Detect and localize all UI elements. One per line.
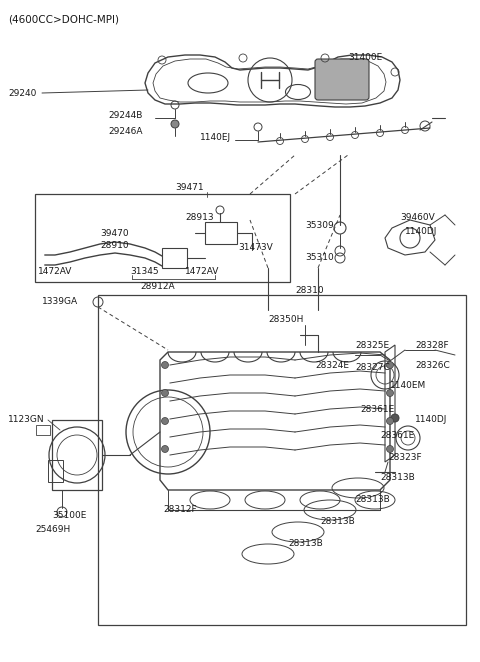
Bar (205, 222, 237, 244)
Circle shape (391, 414, 399, 422)
Text: 1140EM: 1140EM (390, 381, 426, 389)
Text: 28328F: 28328F (415, 340, 449, 350)
Text: 39471: 39471 (175, 183, 204, 192)
Circle shape (161, 389, 168, 397)
Text: 1472AV: 1472AV (38, 267, 72, 277)
Bar (35, 194, 290, 282)
FancyBboxPatch shape (315, 59, 369, 100)
Text: 28326C: 28326C (415, 361, 450, 369)
Text: 29240: 29240 (8, 89, 36, 97)
Bar (162, 248, 187, 268)
Circle shape (161, 361, 168, 369)
Circle shape (386, 446, 394, 453)
Text: 28912A: 28912A (140, 282, 175, 291)
Text: 1140DJ: 1140DJ (405, 228, 437, 236)
Text: 28325E: 28325E (355, 340, 389, 350)
Text: 1472AV: 1472AV (185, 267, 219, 277)
Text: 1123GN: 1123GN (8, 416, 45, 424)
Circle shape (161, 446, 168, 453)
Text: 28324E: 28324E (315, 361, 349, 369)
Text: 28913: 28913 (185, 214, 214, 222)
Circle shape (386, 361, 394, 369)
Text: 39460V: 39460V (400, 214, 435, 222)
Text: 35309: 35309 (305, 220, 334, 230)
Text: (4600CC>DOHC-MPI): (4600CC>DOHC-MPI) (8, 14, 119, 24)
Circle shape (161, 418, 168, 424)
Text: 28910: 28910 (100, 242, 129, 250)
Bar (36, 425, 50, 435)
Circle shape (386, 418, 394, 424)
Text: 39470: 39470 (100, 228, 129, 238)
Text: 28313B: 28313B (288, 540, 323, 549)
Text: 28350H: 28350H (268, 316, 303, 324)
Text: 1140EJ: 1140EJ (200, 134, 231, 142)
Text: 28361E: 28361E (360, 406, 394, 414)
Text: 29246A: 29246A (108, 128, 143, 136)
Text: 28310: 28310 (295, 286, 324, 295)
Circle shape (386, 389, 394, 397)
Text: 28323F: 28323F (388, 453, 421, 463)
Text: 31400E: 31400E (348, 54, 382, 62)
Text: 1140DJ: 1140DJ (415, 416, 447, 424)
Bar (98, 295, 466, 625)
Text: 28361E: 28361E (380, 430, 414, 440)
Text: 31345: 31345 (130, 267, 158, 277)
Text: 28313B: 28313B (380, 473, 415, 483)
Text: 28313B: 28313B (355, 495, 390, 504)
Bar (48, 460, 63, 482)
Text: 35100E: 35100E (52, 510, 86, 520)
Text: 1339GA: 1339GA (42, 297, 78, 307)
Text: 31473V: 31473V (238, 242, 273, 252)
Text: 28327C: 28327C (355, 363, 390, 373)
Text: 35310: 35310 (305, 254, 334, 263)
Text: 28313B: 28313B (320, 518, 355, 526)
Text: 28312F: 28312F (163, 506, 197, 514)
Text: 25469H: 25469H (35, 526, 70, 534)
Text: 29244B: 29244B (108, 111, 143, 120)
Circle shape (171, 120, 179, 128)
